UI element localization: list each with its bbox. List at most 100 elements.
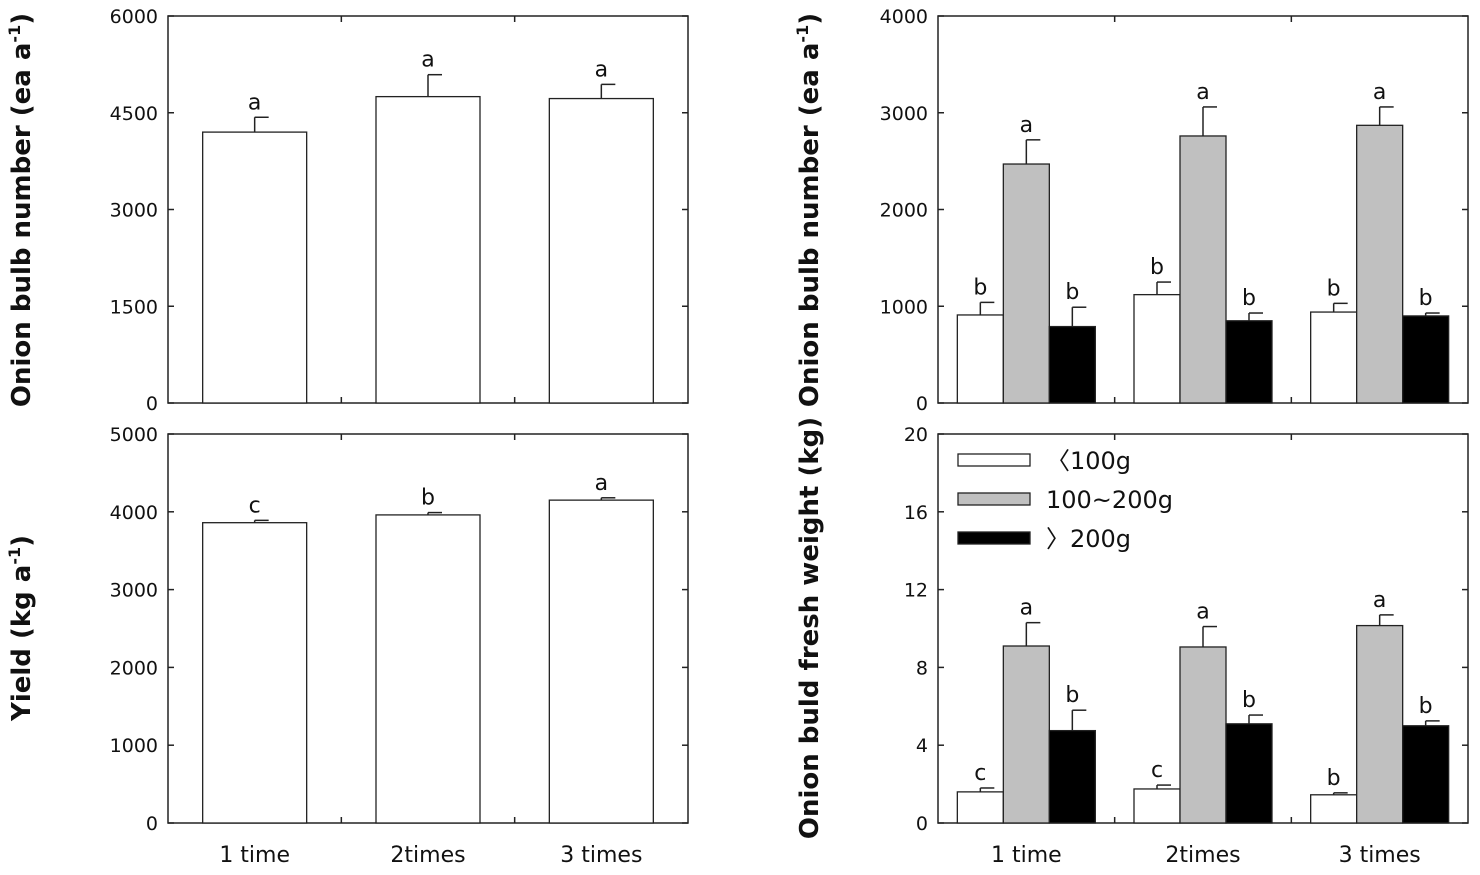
significance-label: c — [974, 761, 986, 786]
y-axis-title-superscript: -1 — [793, 25, 812, 43]
y-tick-label: 3000 — [880, 103, 928, 125]
bar — [548, 499, 654, 824]
legend-label: 〈100g — [1046, 447, 1131, 475]
significance-label: a — [1373, 588, 1386, 613]
bar — [202, 131, 308, 404]
bar — [1402, 725, 1450, 824]
significance-label: a — [1020, 596, 1033, 621]
significance-label: b — [1419, 286, 1433, 311]
bar — [375, 95, 481, 404]
y-axis-title: Yield (kg a-1) — [5, 535, 37, 722]
y-axis-title-tail: ) — [7, 13, 37, 25]
bar — [1310, 311, 1358, 404]
chart-bottom-left: 0 1000 2000 3000 4000 5000 1 time 2times 3 times… — [5, 424, 689, 868]
category-label: 2times — [390, 843, 465, 868]
y-tick-label: 0 — [916, 813, 928, 835]
bar — [956, 314, 1004, 404]
y-tick-label: 5000 — [110, 424, 158, 446]
significance-label: b — [1065, 280, 1079, 305]
significance-label: b — [1242, 688, 1256, 713]
y-axis-title-text: Onion bulb number (ea a — [795, 43, 825, 408]
y-tick-label: 1000 — [110, 735, 158, 757]
y-tick-label: 16 — [904, 502, 928, 524]
y-tick-label: 1000 — [880, 296, 928, 318]
bar — [1002, 163, 1050, 404]
y-axis-title-tail: ) — [795, 13, 825, 25]
significance-label: a — [595, 57, 608, 82]
legend: 〈100g 100~200g 〉200g — [957, 447, 1173, 553]
bar — [1048, 729, 1096, 824]
y-tick-label: 12 — [904, 580, 928, 602]
category-label: 2times — [1165, 843, 1240, 868]
y-tick-label: 2000 — [110, 657, 158, 679]
significance-label: a — [1020, 113, 1033, 138]
chart-bottom-right: 0 4 8 12 16 20 1 time 2times 3 times c c b a a a b b b Oni… — [795, 417, 1469, 868]
bar — [1179, 646, 1227, 824]
legend-swatch — [957, 492, 1031, 506]
y-axis-title-text: Yield (kg a — [7, 565, 37, 722]
significance-label: a — [1196, 80, 1209, 105]
significance-label: b — [1065, 683, 1079, 708]
category-label: 1 time — [219, 843, 290, 868]
y-tick-label: 8 — [916, 657, 928, 679]
bar — [1356, 624, 1404, 824]
bar — [1225, 320, 1273, 404]
y-tick-label: 6000 — [110, 6, 158, 28]
bar — [1179, 135, 1227, 404]
y-axis-title: Onion bulb number (ea a-1) — [5, 13, 37, 407]
y-axis-title: Onion bulb number (ea a-1) — [793, 13, 825, 407]
significance-label: a — [595, 471, 608, 496]
y-tick-label: 3000 — [110, 200, 158, 222]
bar — [1048, 325, 1096, 404]
legend-label: 100~200g — [1046, 486, 1173, 514]
y-axis-title-superscript: -1 — [5, 547, 24, 565]
y-tick-label: 0 — [146, 813, 158, 835]
bar — [1402, 315, 1450, 404]
chart-top-right: 0 1000 2000 3000 4000 b b b a a a b b b Onion bulb num… — [793, 6, 1469, 415]
significance-label: b — [1242, 286, 1256, 311]
legend-swatch — [957, 453, 1031, 467]
category-label: 1 time — [991, 843, 1062, 868]
legend-label: 〉200g — [1046, 525, 1131, 553]
bar — [375, 514, 481, 824]
significance-label: a — [421, 48, 434, 73]
bar — [1133, 293, 1181, 404]
y-tick-label: 20 — [904, 424, 928, 446]
bar — [1356, 124, 1404, 404]
y-tick-label: 0 — [916, 393, 928, 415]
y-tick-label: 4000 — [110, 502, 158, 524]
significance-label: b — [1419, 694, 1433, 719]
y-tick-label: 4 — [916, 735, 928, 757]
bar — [1225, 723, 1273, 824]
chart-top-left: 0 1500 3000 4500 6000 a a a Onion bulb number (e… — [5, 6, 689, 415]
bar — [956, 791, 1004, 824]
y-axis-title: Onion buld fresh weight (kg) — [795, 417, 825, 839]
y-axis-title-superscript: -1 — [5, 25, 24, 43]
significance-label: b — [1150, 255, 1164, 280]
significance-label: a — [1373, 80, 1386, 105]
y-axis-title-text: Onion bulb number (ea a — [7, 43, 37, 408]
category-label: 3 times — [560, 843, 642, 868]
bar — [1133, 788, 1181, 824]
significance-label: c — [249, 493, 261, 518]
y-tick-label: 4500 — [110, 103, 158, 125]
y-axis-title-text: Onion buld fresh weight (kg) — [795, 417, 825, 839]
y-tick-label: 2000 — [880, 200, 928, 222]
y-tick-label: 4000 — [880, 6, 928, 28]
bar — [1310, 794, 1358, 824]
significance-label: a — [248, 90, 261, 115]
significance-label: b — [1327, 766, 1341, 791]
y-tick-label: 1500 — [110, 296, 158, 318]
significance-label: c — [1151, 758, 1163, 783]
y-axis-title-tail: ) — [7, 535, 37, 547]
category-label: 3 times — [1339, 843, 1421, 868]
significance-label: b — [421, 486, 435, 511]
bar — [202, 522, 308, 824]
bar — [548, 97, 654, 404]
y-tick-label: 3000 — [110, 580, 158, 602]
bar — [1002, 645, 1050, 824]
y-tick-label: 0 — [146, 393, 158, 415]
legend-swatch — [957, 531, 1031, 545]
significance-label: b — [1327, 276, 1341, 301]
